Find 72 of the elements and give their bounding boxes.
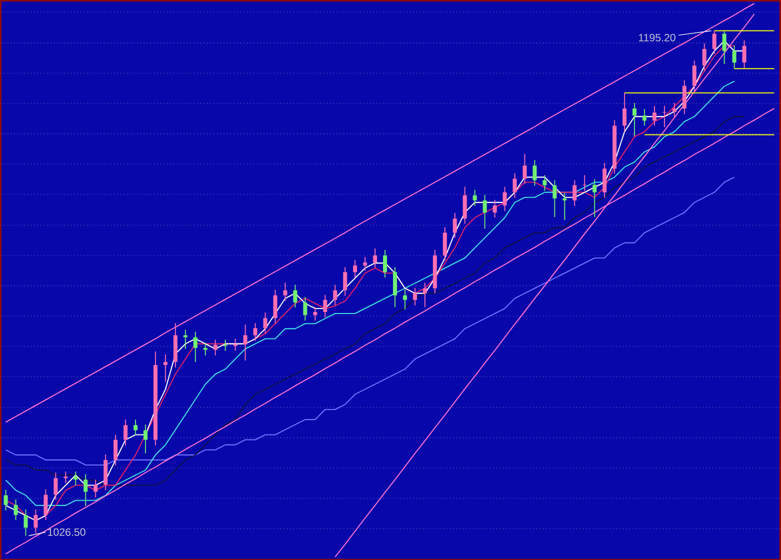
candlestick [383, 249, 388, 278]
candlestick [712, 30, 716, 54]
candlestick [283, 282, 288, 302]
candlestick [223, 339, 228, 352]
candlestick [632, 102, 636, 137]
candlestick [542, 174, 547, 192]
candlestick [373, 248, 378, 268]
candlestick [582, 174, 587, 192]
candlestick [14, 498, 18, 520]
candlestick [273, 289, 278, 324]
candlestick [263, 312, 268, 334]
candlestick [233, 338, 238, 352]
candlestick [363, 256, 368, 271]
candlestick [313, 306, 318, 321]
candlestick [672, 102, 676, 118]
candlestick [662, 105, 666, 128]
candlestick [253, 322, 258, 342]
candlestick [303, 296, 308, 321]
candlestick [163, 354, 168, 382]
candlestick [64, 470, 68, 484]
candlestick [642, 108, 646, 126]
candlestick [702, 42, 706, 72]
annotation: 1195.20 [638, 34, 676, 42]
candlestick [293, 284, 298, 308]
candlestick [333, 284, 338, 306]
candlestick [572, 180, 577, 206]
candlestick [44, 488, 48, 520]
candlestick [422, 282, 427, 308]
annotation: 1026.50 [48, 528, 86, 536]
candlestick [602, 162, 607, 198]
candlestick [512, 172, 517, 198]
candlestick [24, 508, 28, 536]
candlestick [402, 289, 407, 310]
candlestick [692, 60, 696, 92]
candlestick [74, 470, 78, 486]
candlestick [462, 186, 467, 224]
candlestick [353, 259, 358, 278]
candlestick [622, 92, 627, 132]
candlestick [134, 418, 138, 436]
candlestick [183, 329, 188, 350]
candlestick [452, 212, 457, 238]
candlestick [472, 189, 477, 206]
candlestick [502, 186, 507, 212]
candlestick [732, 44, 736, 69]
candlestick [203, 342, 208, 356]
candlestick [562, 192, 567, 220]
candlestick [193, 331, 198, 362]
candlestick [54, 472, 58, 500]
candlestick [144, 424, 148, 454]
candlestick [492, 199, 497, 218]
candlestick [393, 266, 397, 308]
candlestick [94, 478, 98, 498]
candlestick [323, 294, 328, 318]
candlestick [84, 473, 88, 506]
candlestick [532, 159, 537, 186]
candlestick [682, 80, 686, 114]
candlestick [34, 508, 38, 534]
candlestick [114, 434, 118, 466]
candlestick [742, 40, 746, 68]
candlestick [412, 287, 417, 306]
candlestick [243, 324, 248, 361]
candlestick [124, 418, 128, 446]
candlestick [442, 226, 447, 261]
candlestick [522, 153, 527, 184]
candlestick [652, 105, 656, 126]
candlestick [552, 180, 557, 218]
candlestick [482, 194, 487, 229]
candlestick [4, 489, 8, 511]
candlestick [213, 339, 218, 356]
candlestick [592, 178, 597, 218]
candlestick [722, 30, 726, 64]
candlestick [343, 266, 348, 296]
